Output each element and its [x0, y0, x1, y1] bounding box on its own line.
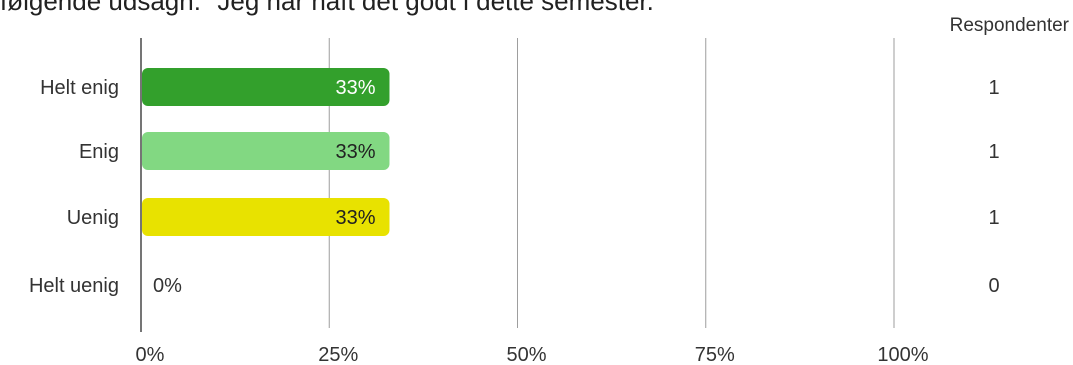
bar — [142, 132, 390, 170]
x-tick-label: 75% — [695, 344, 735, 365]
x-tick-label: 25% — [318, 344, 358, 365]
x-tick-label: 0% — [136, 344, 165, 365]
respondents-header: Respondenter — [949, 15, 1069, 36]
chart-title: følgende udsagn: "Jeg har haft det godt … — [0, 0, 664, 16]
bar-value-label: 33% — [335, 207, 375, 229]
bar — [142, 68, 390, 106]
bar-value-label: 33% — [335, 77, 375, 99]
x-tick-label: 100% — [877, 344, 928, 365]
x-tick-label: 50% — [506, 344, 546, 365]
respondent-count: 1 — [988, 77, 999, 99]
category-label: Uenig — [67, 207, 119, 229]
category-label: Helt enig — [40, 77, 119, 99]
bar-value-label: 33% — [335, 141, 375, 163]
bar-value-label: 0% — [153, 275, 182, 297]
bar — [142, 198, 390, 236]
respondent-count: 0 — [988, 275, 999, 297]
category-label: Helt uenig — [29, 275, 119, 297]
respondent-count: 1 — [988, 207, 999, 229]
category-label: Enig — [79, 141, 119, 163]
respondent-count: 1 — [988, 141, 999, 163]
